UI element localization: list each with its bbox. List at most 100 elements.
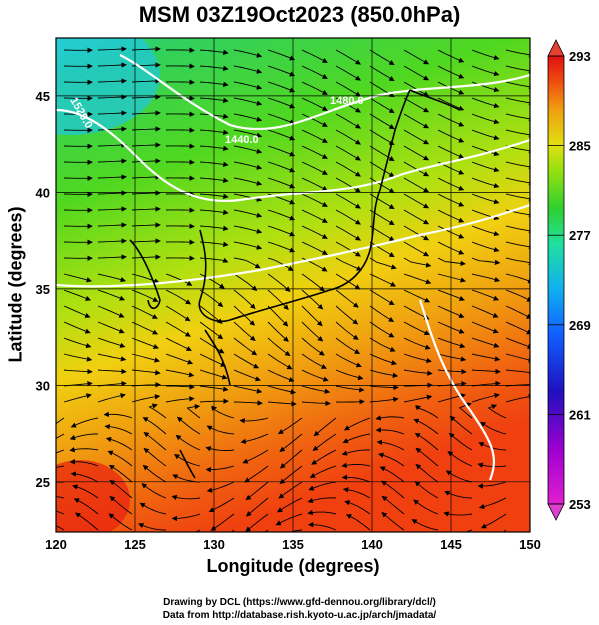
streamline bbox=[369, 97, 395, 114]
streamline bbox=[369, 193, 395, 210]
chart-title: MSM 03Z19Oct2023 (850.0hPa) bbox=[138, 2, 461, 27]
streamline bbox=[199, 305, 223, 324]
streamline bbox=[165, 369, 195, 378]
streamline bbox=[471, 49, 500, 61]
streamline bbox=[505, 337, 530, 349]
streamline bbox=[309, 465, 337, 478]
streamline bbox=[108, 464, 133, 483]
streamline bbox=[369, 337, 396, 352]
streamline bbox=[56, 449, 65, 454]
streamline bbox=[131, 110, 161, 116]
streamline bbox=[56, 465, 65, 468]
streamline bbox=[381, 512, 405, 531]
streamline bbox=[437, 65, 465, 79]
streamline bbox=[369, 241, 395, 258]
streamline bbox=[97, 78, 127, 84]
streamline bbox=[437, 241, 465, 255]
streamline bbox=[131, 353, 160, 363]
streamline bbox=[131, 321, 159, 335]
streamline bbox=[437, 193, 465, 207]
streamline bbox=[233, 49, 263, 58]
streamline bbox=[403, 337, 431, 350]
streamline bbox=[335, 81, 361, 97]
streamline bbox=[437, 145, 465, 159]
streamline bbox=[471, 129, 500, 141]
streamline bbox=[335, 369, 364, 381]
streamline bbox=[131, 289, 159, 302]
streamline bbox=[369, 145, 395, 162]
streamline bbox=[233, 161, 263, 170]
streamline bbox=[369, 209, 395, 226]
streamline bbox=[301, 129, 328, 143]
streamline bbox=[199, 273, 225, 289]
streamline bbox=[267, 401, 297, 407]
streamline bbox=[471, 337, 500, 348]
streamline bbox=[97, 368, 127, 375]
streamline bbox=[342, 433, 371, 444]
streamline bbox=[301, 400, 331, 407]
streamline bbox=[171, 494, 201, 501]
streamline bbox=[165, 353, 194, 365]
streamline bbox=[165, 289, 192, 305]
streamline bbox=[142, 417, 167, 435]
streamline bbox=[165, 79, 195, 85]
streamline bbox=[165, 63, 195, 69]
streamline bbox=[301, 305, 323, 327]
streamline bbox=[335, 49, 361, 65]
streamline bbox=[267, 161, 296, 173]
streamline bbox=[233, 400, 263, 406]
map-gridlines bbox=[56, 38, 530, 532]
streamline bbox=[131, 369, 161, 376]
streamline bbox=[267, 321, 289, 342]
streamline bbox=[369, 129, 395, 146]
streamline bbox=[471, 289, 500, 301]
streamline bbox=[403, 177, 430, 193]
y-axis-label: Latitude (degrees) bbox=[5, 206, 26, 363]
streamline bbox=[233, 241, 263, 250]
streamline bbox=[487, 404, 507, 419]
streamline bbox=[477, 481, 507, 489]
streamline bbox=[276, 497, 303, 513]
streamline bbox=[403, 241, 430, 257]
streamline bbox=[97, 158, 127, 164]
streamline bbox=[73, 498, 99, 515]
streamline bbox=[206, 481, 235, 493]
streamline bbox=[413, 499, 439, 515]
credit-drawing: Drawing by DCL (https://www.gfd-dennou.o… bbox=[163, 597, 436, 608]
streamline bbox=[471, 241, 500, 253]
streamline bbox=[69, 433, 98, 440]
streamline bbox=[301, 273, 326, 292]
streamline bbox=[165, 47, 195, 53]
streamline bbox=[267, 289, 289, 311]
streamline bbox=[233, 289, 256, 310]
streamline bbox=[171, 513, 201, 522]
streamline bbox=[335, 113, 361, 129]
streamline bbox=[415, 463, 439, 483]
streamline bbox=[245, 513, 269, 532]
streamline bbox=[505, 394, 530, 403]
streamline bbox=[267, 177, 296, 189]
coastlines bbox=[129, 89, 461, 479]
streamline bbox=[335, 145, 361, 161]
streamline bbox=[131, 46, 161, 52]
streamline bbox=[267, 49, 296, 61]
streamline bbox=[97, 353, 127, 362]
credit-data: Data from http://database.rish.kyoto-u.a… bbox=[162, 610, 437, 621]
streamline bbox=[267, 385, 297, 395]
streamline bbox=[74, 512, 99, 531]
streamline bbox=[63, 353, 93, 362]
streamline bbox=[505, 65, 530, 74]
streamline bbox=[403, 369, 433, 376]
streamline bbox=[63, 337, 92, 349]
warm-patch-southwest bbox=[56, 460, 130, 532]
streamline bbox=[97, 94, 127, 100]
streamline bbox=[505, 305, 530, 319]
streamline bbox=[505, 177, 530, 186]
streamline bbox=[335, 321, 359, 340]
streamline bbox=[380, 480, 405, 499]
streamline bbox=[437, 129, 465, 143]
streamline bbox=[341, 474, 371, 483]
streamline bbox=[267, 225, 296, 237]
streamline bbox=[267, 209, 296, 221]
